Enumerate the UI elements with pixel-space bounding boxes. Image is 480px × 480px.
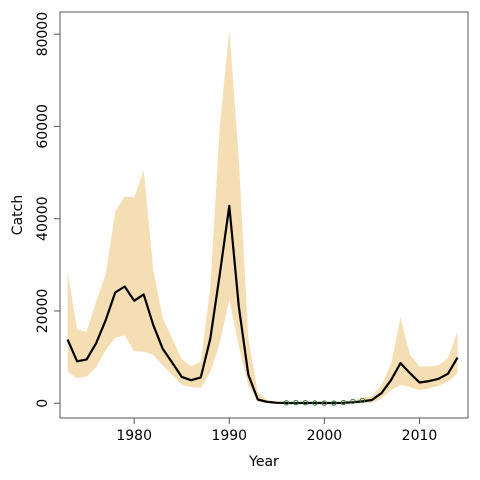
observed-point [359, 397, 366, 404]
observed-point [293, 399, 299, 406]
x-axis: 1980 1990 2000 2010 [116, 418, 437, 444]
observed-point [331, 400, 337, 406]
observed-points [283, 397, 366, 406]
median-line [66, 204, 459, 405]
observed-point [302, 399, 309, 406]
y-tick-label: 40000 [35, 196, 51, 241]
observed-point [340, 399, 347, 406]
x-tick-label: 1980 [116, 428, 152, 444]
observed-point [350, 398, 356, 405]
y-tick-label: 0 [35, 399, 51, 408]
y-axis: 0 20000 40000 60000 80000 [35, 12, 60, 408]
y-tick-label: 60000 [35, 104, 51, 149]
x-tick-label: 2000 [307, 428, 343, 444]
observed-point [283, 400, 290, 406]
observed-point [312, 400, 318, 406]
interval-band [67, 29, 458, 404]
y-tick-label: 20000 [35, 289, 51, 334]
y-axis-label: Catch [10, 195, 26, 235]
x-tick-label: 1990 [211, 428, 247, 444]
plot-frame [59, 11, 469, 419]
x-tick-label: 2010 [402, 428, 438, 444]
plot-area [66, 29, 459, 406]
y-tick-label: 80000 [35, 12, 51, 57]
observed-point [321, 400, 328, 406]
x-axis-label: Year [248, 454, 279, 470]
